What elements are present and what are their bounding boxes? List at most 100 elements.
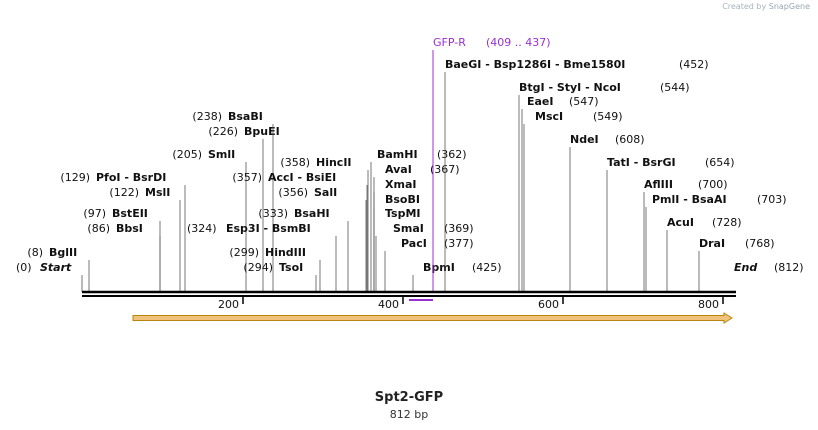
restriction-site: AflIII (700) <box>643 178 728 292</box>
ruler: 200 400 600 800 <box>218 296 724 311</box>
site-name: BglII <box>49 246 77 259</box>
site-name: AccI - BsiEI <box>268 171 336 184</box>
site-name: SalI <box>314 186 337 199</box>
watermark-prefix: Created by <box>722 2 767 11</box>
site-name: SmaI <box>393 222 424 235</box>
restriction-site: BpmI (425) <box>412 261 502 292</box>
site-name: TspMI <box>385 207 421 220</box>
feature-arrow <box>132 312 733 324</box>
restriction-site: BsaHI (333) <box>258 207 349 292</box>
restriction-site: MscI (549) <box>523 110 623 292</box>
sequence-length: 812 bp <box>389 408 429 421</box>
restriction-site: HindIII (299) <box>229 246 321 292</box>
site-name: AflIII <box>644 178 673 191</box>
site-name: MslI <box>145 186 170 199</box>
restriction-site: TatI - BsrGI (654) <box>606 156 735 292</box>
restriction-site: SmaI (369) <box>375 222 474 292</box>
start-position: (0) <box>16 261 32 274</box>
site-position: (549) <box>593 110 623 123</box>
site-name: BstEII <box>112 207 148 220</box>
site-name: MscI <box>535 110 563 123</box>
site-name: XmaI <box>385 178 416 191</box>
site-name: BsaBI <box>228 110 263 123</box>
site-name: BsaHI <box>294 207 330 220</box>
site-position: (544) <box>660 81 690 94</box>
ruler-label: 600 <box>538 298 559 311</box>
dna-backbone <box>82 290 736 297</box>
restriction-site: AcuI (728) <box>666 216 742 292</box>
site-position: (226) <box>208 125 238 138</box>
site-position: (238) <box>192 110 222 123</box>
watermark-brand: SnapGene <box>768 2 810 11</box>
site-position: (425) <box>472 261 502 274</box>
site-position: (608) <box>615 133 645 146</box>
site-position: (728) <box>712 216 742 229</box>
site-name: BtgI - StyI - NcoI <box>519 81 621 94</box>
ruler-label: 800 <box>698 298 719 311</box>
restriction-site: SalI (356) <box>278 186 367 292</box>
site-position: (703) <box>757 193 787 206</box>
restriction-site: PacI (377) <box>384 237 474 292</box>
site-position: (205) <box>172 148 202 161</box>
restriction-site: PmlI - BsaAI (703) <box>645 193 787 292</box>
restriction-site: SmlI (205) <box>172 148 247 292</box>
restriction-site: DraI (768) <box>698 237 775 292</box>
site-name: PacI <box>401 237 427 250</box>
site-position: (356) <box>278 186 308 199</box>
feature-track <box>132 312 733 324</box>
restriction-site: BaeGI - Bsp1286I - Bme1580I (452) <box>444 58 709 292</box>
restriction-site: BsaBI (238) <box>192 110 274 292</box>
site-name: Esp3I - BsmBI <box>226 222 311 235</box>
site-position: (86) <box>87 222 110 235</box>
site-position: (129) <box>60 171 90 184</box>
end-label: End <box>734 261 757 274</box>
site-position: (357) <box>232 171 262 184</box>
site-name: AcuI <box>667 216 694 229</box>
site-position: (97) <box>83 207 106 220</box>
primer-range: (409 .. 437) <box>486 36 551 49</box>
site-position: (294) <box>243 261 273 274</box>
restriction-site: MslI (122) <box>109 186 181 292</box>
restriction-site: BamHI (362) <box>370 148 467 292</box>
site-position: (122) <box>109 186 139 199</box>
site-position: (452) <box>679 58 709 71</box>
site-position: (700) <box>698 178 728 191</box>
site-name: PfoI - BsrDI <box>96 171 166 184</box>
site-name: BsoBI <box>385 193 420 206</box>
site-position: (299) <box>229 246 259 259</box>
sequence-name: Spt2-GFP <box>374 390 444 405</box>
ruler-label: 200 <box>218 298 239 311</box>
site-name: NdeI <box>570 133 599 146</box>
site-position: (324) <box>187 222 217 235</box>
restriction-site: EaeI (547) <box>521 95 599 292</box>
site-position: (654) <box>705 156 735 169</box>
start-label: Start <box>40 261 72 274</box>
site-name: PmlI - BsaAI <box>652 193 727 206</box>
end-position: (812) <box>774 261 804 274</box>
site-name: SmlI <box>208 148 235 161</box>
site-name: BbsI <box>116 222 143 235</box>
site-name: DraI <box>699 237 725 250</box>
site-position: (369) <box>444 222 474 235</box>
site-position: (333) <box>258 207 288 220</box>
primer-annotation: GFP-R (409 .. 437) <box>409 36 551 301</box>
restriction-site: HincII (358) <box>280 156 369 292</box>
restriction-site: BbsI (86) <box>87 222 161 292</box>
site-name: BamHI <box>377 148 418 161</box>
restriction-site: BtgI - StyI - NcoI (544) <box>518 81 690 292</box>
site-name: BpuEI <box>244 125 280 138</box>
site-position: (8) <box>27 246 43 259</box>
site-position: (768) <box>745 237 775 250</box>
restriction-site: PfoI - BsrDI (129) <box>60 171 186 292</box>
restriction-site: BstEII (97) <box>83 207 161 292</box>
restriction-site: TspMI <box>373 207 421 292</box>
primer-name: GFP-R <box>433 36 466 49</box>
site-name: HincII <box>316 156 352 169</box>
site-position: (377) <box>444 237 474 250</box>
restriction-site: AccI - BsiEI (357) <box>232 171 368 292</box>
site-name: EaeI <box>527 95 554 108</box>
site-name: AvaI <box>385 163 412 176</box>
site-position: (362) <box>437 148 467 161</box>
restriction-site: Esp3I - BsmBI (324) <box>187 222 337 292</box>
